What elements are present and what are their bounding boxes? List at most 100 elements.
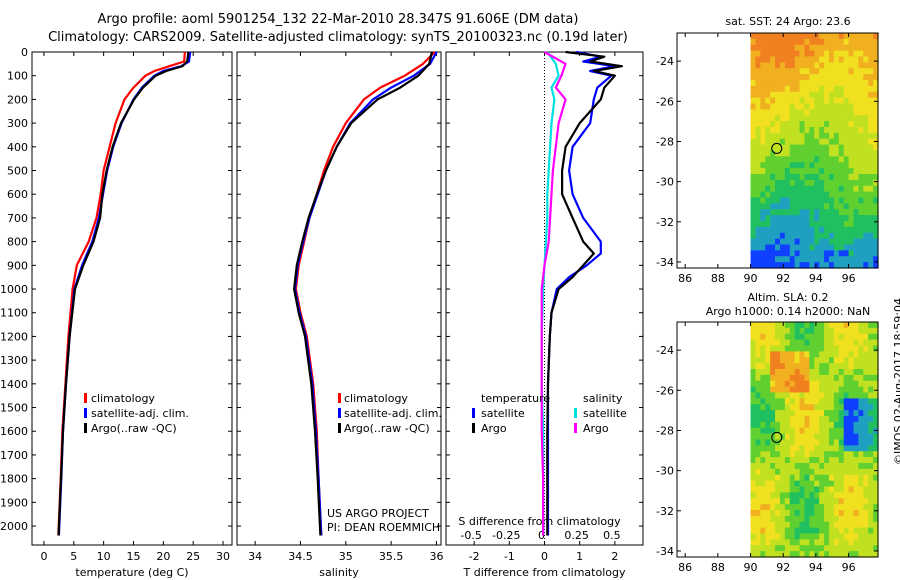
map-cell bbox=[848, 498, 855, 505]
map-cell bbox=[775, 533, 781, 540]
map-cell bbox=[833, 221, 840, 228]
map-cell bbox=[760, 156, 766, 163]
map-cell bbox=[775, 33, 781, 40]
map-cell bbox=[809, 410, 815, 417]
map-cell bbox=[804, 197, 810, 204]
map-cell bbox=[833, 150, 840, 157]
map-cell bbox=[804, 539, 810, 546]
map-cell bbox=[848, 533, 855, 540]
map-cell bbox=[765, 515, 771, 523]
map-cell bbox=[873, 410, 879, 417]
map-cell bbox=[760, 445, 766, 452]
map-cell bbox=[770, 74, 776, 81]
map-cell bbox=[755, 156, 761, 163]
map-cell bbox=[809, 463, 815, 470]
map-cell bbox=[779, 369, 786, 376]
map-cell bbox=[765, 374, 771, 382]
map-cell bbox=[824, 56, 830, 63]
map-cell bbox=[789, 468, 796, 476]
map-cell bbox=[755, 416, 761, 423]
map-cell bbox=[853, 103, 859, 110]
map-cell bbox=[750, 203, 757, 210]
map-cell bbox=[843, 191, 850, 199]
map-cell bbox=[789, 156, 796, 163]
map-cell bbox=[814, 168, 820, 175]
map-cell bbox=[755, 179, 761, 187]
map-cell bbox=[824, 463, 830, 470]
map-cell bbox=[858, 168, 864, 175]
map-cell bbox=[779, 168, 786, 175]
map-cell bbox=[779, 174, 786, 181]
map-cell bbox=[833, 545, 840, 552]
map-cell bbox=[833, 398, 840, 405]
map-cell bbox=[809, 85, 815, 93]
map-cell bbox=[765, 504, 771, 511]
map-cell bbox=[794, 492, 801, 499]
map-cell bbox=[794, 480, 801, 488]
map-cell bbox=[858, 244, 864, 251]
map-cell bbox=[868, 515, 874, 523]
map-cell bbox=[784, 474, 791, 482]
map-cell bbox=[848, 551, 855, 558]
map-cell bbox=[819, 416, 825, 423]
map-cell bbox=[858, 427, 864, 435]
map-cell bbox=[824, 363, 830, 370]
map-cell bbox=[799, 56, 806, 63]
map-cell bbox=[784, 80, 791, 87]
argo-position-marker bbox=[771, 431, 783, 443]
map-cell bbox=[770, 191, 776, 199]
map-cell bbox=[789, 115, 796, 122]
map-cell bbox=[848, 521, 855, 529]
map-cell bbox=[779, 244, 786, 251]
map-cell bbox=[755, 457, 761, 464]
map-cell bbox=[819, 369, 825, 376]
map-cell bbox=[828, 174, 835, 181]
map-cell bbox=[789, 238, 796, 246]
map-cell bbox=[760, 498, 766, 505]
map-cell bbox=[755, 533, 761, 540]
map-cell bbox=[760, 369, 766, 376]
map-cell bbox=[755, 185, 761, 193]
map-cell bbox=[858, 439, 864, 446]
map-cell bbox=[819, 357, 825, 364]
map-cell bbox=[760, 203, 766, 210]
map-cell bbox=[750, 486, 757, 493]
map-cell bbox=[755, 150, 761, 157]
map-cell bbox=[833, 386, 840, 394]
map-cell bbox=[824, 351, 830, 358]
map-cell bbox=[838, 380, 845, 388]
map-cell bbox=[794, 421, 801, 429]
map-cell bbox=[819, 150, 825, 157]
map-cell bbox=[794, 451, 801, 458]
map-cell bbox=[863, 250, 869, 257]
map-cell bbox=[779, 197, 786, 204]
map-cell bbox=[833, 515, 840, 523]
map-cell bbox=[794, 209, 801, 216]
map-cell bbox=[784, 215, 791, 222]
map-cell bbox=[863, 85, 869, 93]
map-y-tick-label: -26 bbox=[656, 95, 674, 108]
map-cell bbox=[828, 56, 835, 63]
map-cell bbox=[814, 404, 820, 411]
map-cell bbox=[809, 262, 815, 269]
x-tick-label: 30 bbox=[216, 550, 230, 563]
map-cell bbox=[853, 209, 859, 216]
map-y-tick-label: -28 bbox=[656, 135, 674, 148]
map-cell bbox=[843, 244, 850, 251]
map-cell bbox=[750, 527, 757, 535]
series-line-argo-raw-qc- bbox=[293, 51, 433, 536]
map-cell bbox=[784, 138, 791, 146]
map-cell bbox=[765, 421, 771, 429]
map-cell bbox=[858, 398, 864, 405]
map-cell bbox=[819, 80, 825, 87]
map-cell bbox=[814, 62, 820, 69]
x-tick-label: -2 bbox=[469, 550, 480, 563]
map-cell bbox=[779, 109, 786, 116]
map-cell bbox=[755, 521, 761, 529]
map-cell bbox=[853, 539, 859, 546]
map-cell bbox=[770, 327, 776, 335]
map-cell bbox=[765, 380, 771, 388]
map-cell bbox=[750, 421, 757, 429]
map-cell bbox=[765, 185, 771, 193]
map-cell bbox=[848, 50, 855, 58]
